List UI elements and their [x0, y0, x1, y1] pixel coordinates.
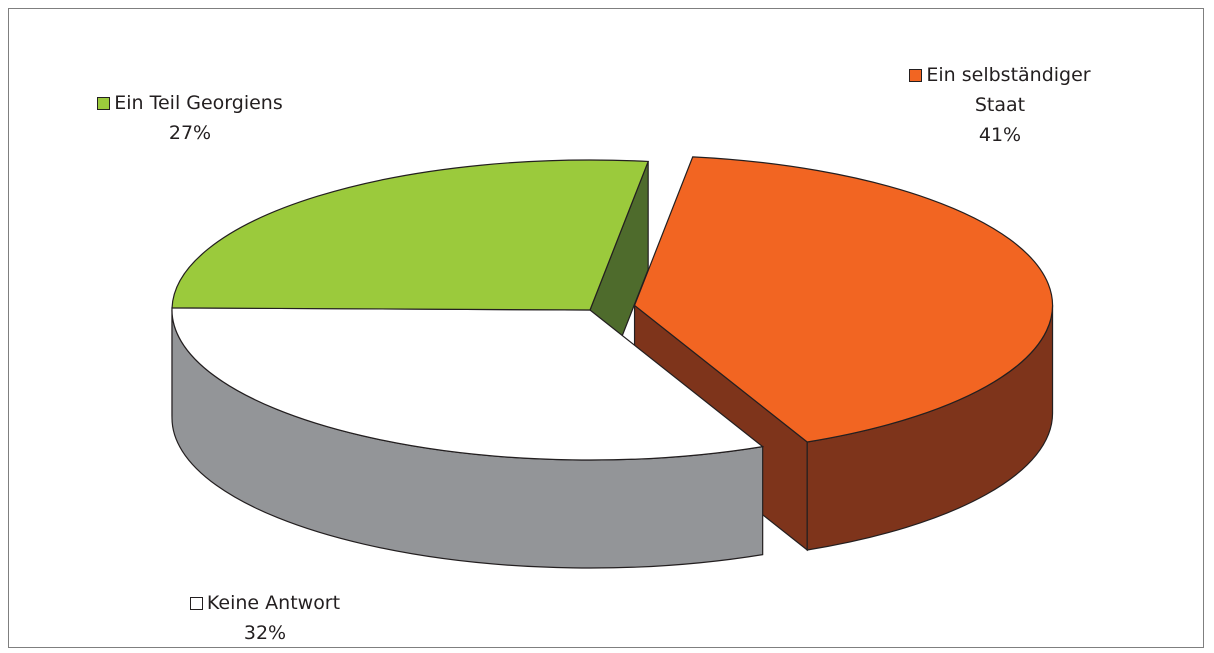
slice-top-ein-selbst-ndiger — [633, 156, 1054, 443]
label-georgiens-value: 27% — [168, 122, 212, 144]
legend-swatch-antwort — [189, 597, 203, 610]
label-staat: Ein selbständiger Staat 41% — [870, 60, 1130, 150]
slice-top-keine-antwort — [171, 307, 765, 461]
label-staat-line1: Ein selbständiger — [926, 64, 1091, 86]
label-georgiens-name: Ein Teil Georgiens — [114, 92, 283, 114]
slice-top-ein-teil-georgiens — [171, 159, 650, 311]
label-antwort: Keine Antwort 32% — [140, 588, 390, 648]
label-staat-value: 41% — [978, 124, 1022, 146]
label-antwort-value: 32% — [243, 622, 287, 644]
label-antwort-name: Keine Antwort — [206, 592, 341, 614]
label-georgiens: Ein Teil Georgiens 27% — [40, 88, 340, 148]
label-staat-line2: Staat — [974, 94, 1026, 116]
legend-swatch-georgiens — [97, 97, 111, 110]
legend-swatch-staat — [909, 69, 923, 82]
